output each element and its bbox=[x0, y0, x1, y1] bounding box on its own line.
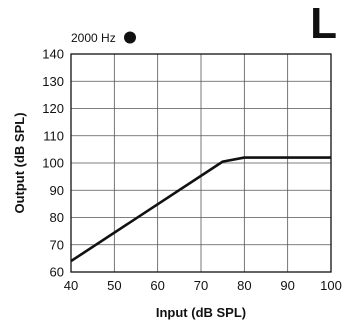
y-axis-title: Output (dB SPL) bbox=[12, 112, 27, 213]
legend: 2000 Hz bbox=[71, 31, 136, 45]
y-tick-label-90: 90 bbox=[50, 183, 64, 198]
legend-marker-circle bbox=[124, 32, 136, 44]
y-tick-label-120: 120 bbox=[42, 101, 64, 116]
legend-label: 2000 Hz bbox=[71, 31, 116, 45]
x-tick-label-90: 90 bbox=[280, 278, 294, 293]
y-tick-label-130: 130 bbox=[42, 74, 64, 89]
y-tick-label-140: 140 bbox=[42, 47, 64, 62]
tick-labels: 40 50 60 70 80 90 100 60 70 80 90 100 110 120 130 140 bbox=[42, 47, 342, 294]
grid bbox=[71, 54, 331, 272]
y-tick-label-60: 60 bbox=[50, 265, 64, 280]
y-tick-label-110: 110 bbox=[43, 128, 64, 143]
x-tick-label-50: 50 bbox=[107, 278, 121, 293]
ear-side-letter: L bbox=[310, 0, 337, 48]
y-tick-label-80: 80 bbox=[50, 210, 64, 225]
x-tick-label-60: 60 bbox=[150, 278, 164, 293]
y-tick-label-100: 100 bbox=[42, 156, 64, 171]
x-tick-label-70: 70 bbox=[194, 278, 208, 293]
x-tick-label-100: 100 bbox=[320, 278, 342, 293]
x-tick-label-80: 80 bbox=[237, 278, 251, 293]
x-axis-title: Input (dB SPL) bbox=[156, 305, 246, 320]
x-tick-label-40: 40 bbox=[64, 278, 78, 293]
y-tick-label-70: 70 bbox=[50, 237, 64, 252]
